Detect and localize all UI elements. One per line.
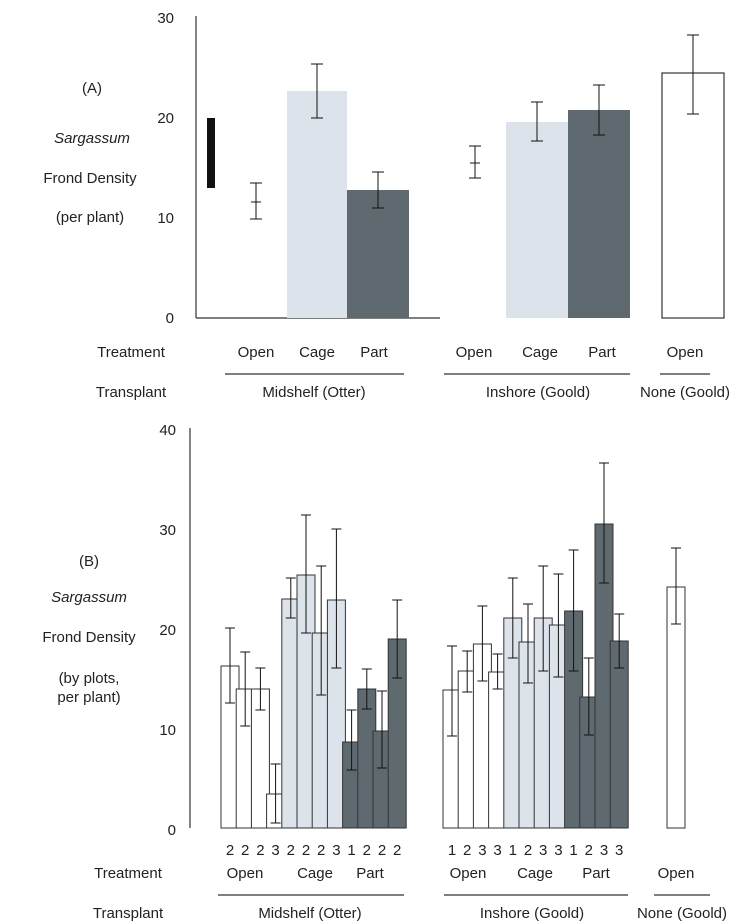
treatment-label: Part xyxy=(588,344,616,361)
plot-n-label: 2 xyxy=(585,842,593,859)
treatment-label: Open xyxy=(238,344,275,361)
plot-n-label: 2 xyxy=(463,842,471,859)
plot-n-label: 2 xyxy=(302,842,310,859)
plot-n-label: 1 xyxy=(347,842,355,859)
treatment-label: Open xyxy=(227,865,264,882)
bar xyxy=(287,91,347,318)
plot-n-label: 3 xyxy=(539,842,547,859)
y-tick-label: 20 xyxy=(157,110,174,127)
treatment-label: Part xyxy=(582,865,610,882)
bar xyxy=(347,190,409,318)
panel-a-ylabel-1: Sargassum xyxy=(54,130,130,147)
plot-n-label: 2 xyxy=(287,842,295,859)
treatment-label: Open xyxy=(667,344,704,361)
plot-n-label: 2 xyxy=(256,842,264,859)
row-label-treatment: Treatment xyxy=(94,865,163,882)
row-label-transplant: Transplant xyxy=(96,384,167,401)
treatment-label: Open xyxy=(658,865,695,882)
treatment-label: Open xyxy=(456,344,493,361)
treatment-label: Part xyxy=(360,344,388,361)
bar xyxy=(568,110,630,318)
panel-a-label: (A) xyxy=(82,80,102,97)
y-tick-label: 30 xyxy=(159,522,176,539)
treatment-label: Cage xyxy=(522,344,558,361)
y-tick-label: 20 xyxy=(159,622,176,639)
transplant-label: None (Goold) xyxy=(640,384,730,401)
y-tick-label: 10 xyxy=(159,722,176,739)
plot-n-label: 2 xyxy=(241,842,249,859)
transplant-label: Midshelf (Otter) xyxy=(258,905,361,922)
treatment-label: Open xyxy=(450,865,487,882)
transplant-label: Midshelf (Otter) xyxy=(262,384,365,401)
bar xyxy=(506,122,568,318)
panel-a-bars xyxy=(207,34,725,319)
panel-a: (A) Sargassum Frond Density (per plant) … xyxy=(43,10,730,401)
range-bar xyxy=(207,118,215,188)
panel-a-ylabel-3: (per plant) xyxy=(56,209,124,226)
panel-b-ylabel-3: (by plots, xyxy=(59,670,120,687)
y-tick-label: 30 xyxy=(157,10,174,27)
panel-a-ylabel-2: Frond Density xyxy=(43,170,137,187)
plot-n-label: 2 xyxy=(317,842,325,859)
plot-n-label: 3 xyxy=(478,842,486,859)
treatment-label: Cage xyxy=(299,344,335,361)
y-tick-label: 10 xyxy=(157,210,174,227)
plot-n-label: 3 xyxy=(554,842,562,859)
transplant-label: Inshore (Goold) xyxy=(486,384,590,401)
plot-n-label: 2 xyxy=(524,842,532,859)
panel-b-label: (B) xyxy=(79,553,99,570)
panel-b-y-ticks: 0 10 20 30 40 xyxy=(159,422,176,839)
plot-n-label: 3 xyxy=(271,842,279,859)
transplant-label: None (Goold) xyxy=(637,905,727,922)
treatment-label: Cage xyxy=(297,865,333,882)
panel-b: (B) Sargassum Frond Density (by plots, p… xyxy=(42,422,727,922)
plot-n-label: 2 xyxy=(378,842,386,859)
row-label-treatment: Treatment xyxy=(97,344,166,361)
panel-b-ylabel-2: Frond Density xyxy=(42,629,136,646)
panel-a-y-ticks: 0 10 20 30 xyxy=(157,10,174,327)
plot-n-label: 2 xyxy=(226,842,234,859)
plot-n-label: 3 xyxy=(615,842,623,859)
row-label-transplant: Transplant xyxy=(93,905,164,922)
plot-n-label: 3 xyxy=(493,842,501,859)
plot-n-label: 1 xyxy=(448,842,456,859)
treatment-label: Cage xyxy=(517,865,553,882)
panel-b-ylabel-4: per plant) xyxy=(57,689,120,706)
plot-n-label: 1 xyxy=(509,842,517,859)
y-tick-label: 0 xyxy=(166,310,174,327)
plot-n-label: 1 xyxy=(569,842,577,859)
panel-b-ylabel-1: Sargassum xyxy=(51,589,127,606)
plot-n-label: 2 xyxy=(393,842,401,859)
transplant-label: Inshore (Goold) xyxy=(480,905,584,922)
treatment-label: Part xyxy=(356,865,384,882)
y-tick-label: 0 xyxy=(168,822,176,839)
plot-n-label: 3 xyxy=(332,842,340,859)
plot-n-label: 2 xyxy=(363,842,371,859)
plot-n-label: 3 xyxy=(600,842,608,859)
plot-bar xyxy=(609,640,629,829)
y-tick-label: 40 xyxy=(159,422,176,439)
